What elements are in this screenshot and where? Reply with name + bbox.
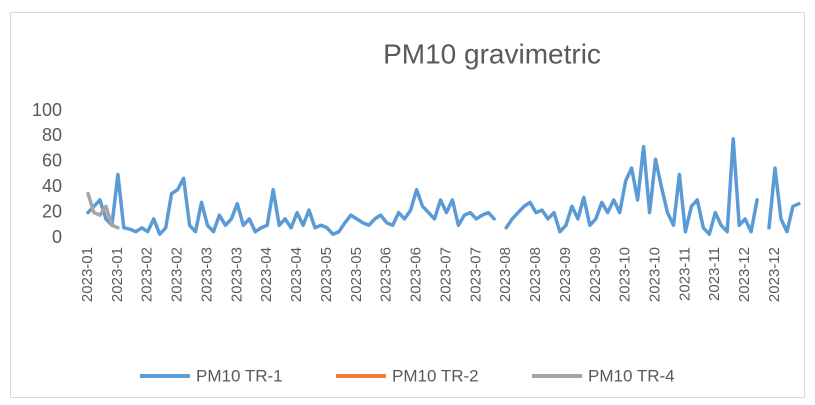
x-tick-label: 2023-01 [79,247,96,302]
x-tick-label: 2023-02 [139,247,156,302]
x-tick-label: 2023-08 [497,247,514,302]
x-tick-label: 2023-04 [288,247,305,302]
x-tick-label: 2023-05 [318,247,335,302]
x-tick-label: 2023-07 [467,247,484,302]
series-line [86,191,120,230]
x-tick-label: 2023-12 [736,247,753,302]
x-tick-label: 2023-03 [228,247,245,302]
x-tick-label: 2023-11 [676,247,693,301]
chart-title: PM10 gravimetric [383,38,601,69]
x-tick-label: 2023-01 [109,247,126,302]
chart-frame [10,12,805,398]
y-tick-label: 60 [42,151,62,171]
x-tick-label: 2023-06 [378,247,395,302]
x-tick-label: 2023-08 [527,247,544,302]
y-tick-label: 0 [52,227,62,247]
x-tick-label: 2023-12 [766,247,783,302]
y-tick-label: 100 [32,100,62,120]
series-line [86,137,801,236]
y-tick-label: 80 [42,125,62,145]
x-tick-label: 2023-09 [587,247,604,302]
x-tick-label: 2023-04 [258,247,275,302]
legend-label: PM10 TR-1 [196,366,283,385]
x-tick-label: 2023-09 [557,247,574,302]
x-tick-label: 2023-07 [437,247,454,302]
legend-label: PM10 TR-4 [588,366,675,385]
x-tick-label: 2023-06 [408,247,425,302]
x-tick-label: 2023-03 [198,247,215,302]
y-tick-label: 40 [42,176,62,196]
x-tick-label: 2023-05 [348,247,365,302]
legend-label: PM10 TR-2 [392,366,479,385]
x-tick-label: 2023-10 [617,247,634,302]
x-tick-label: 2023-10 [646,247,663,302]
x-tick-label: 2023-11 [706,247,723,301]
x-tick-label: 2023-02 [169,247,186,302]
y-tick-label: 20 [42,201,62,221]
